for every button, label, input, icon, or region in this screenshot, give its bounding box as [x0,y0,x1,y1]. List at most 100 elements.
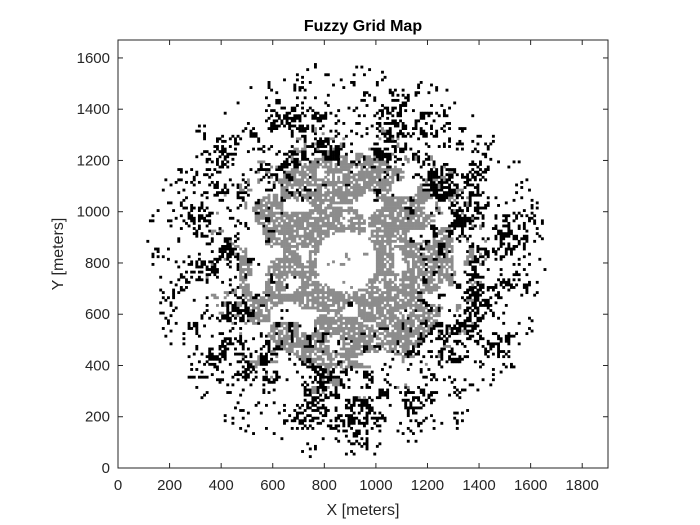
occupied-cell [430,224,433,228]
uncertain-cell [257,170,261,174]
uncertain-cell [422,260,426,264]
uncertain-cell [314,196,317,200]
occupied-cell [332,157,335,161]
uncertain-cell [375,298,379,302]
occupied-cell [151,255,155,259]
occupied-cell [252,365,255,369]
occupied-cell [347,378,351,382]
uncertain-cell [301,291,304,295]
occupied-cell [352,396,356,400]
uncertain-cell [342,198,346,202]
uncertain-cell [352,296,356,300]
occupied-cell [236,101,240,105]
occupied-cell [347,421,351,425]
uncertain-cell [383,209,387,213]
uncertain-cell [352,293,356,297]
uncertain-cell [267,196,271,200]
uncertain-cell [288,250,292,254]
uncertain-cell [259,314,263,318]
uncertain-cell [393,314,397,318]
uncertain-cell [404,221,408,225]
uncertain-cell [399,303,402,307]
uncertain-cell [383,229,387,233]
occupied-cell [308,160,312,164]
occupied-cell [306,406,310,410]
uncertain-cell [393,275,397,279]
occupied-cell [265,403,268,407]
occupied-cell [218,357,222,361]
uncertain-cell [381,309,384,312]
uncertain-cell [414,198,418,202]
occupied-cell [412,344,415,348]
occupied-cell [386,396,390,400]
occupied-cell [334,155,338,159]
uncertain-cell [365,319,369,323]
uncertain-cell [326,180,330,184]
uncertain-cell [409,291,413,295]
occupied-cell [210,347,214,351]
occupied-cell [187,211,191,215]
occupied-cell [277,165,281,169]
occupied-cell [329,378,333,382]
uncertain-cell [383,183,387,187]
occupied-cell [231,163,235,166]
uncertain-cell [265,273,268,277]
uncertain-cell [285,334,289,338]
uncertain-cell [381,183,384,187]
occupied-cell [205,273,209,277]
occupied-cell [417,291,421,295]
occupied-cell [303,88,307,92]
uncertain-cell [368,147,372,151]
occupied-cell [295,403,299,407]
uncertain-cell [386,198,390,202]
occupied-cell [226,319,230,323]
occupied-cell [275,344,279,348]
uncertain-cell [347,347,351,351]
uncertain-cell [422,201,426,205]
uncertain-cell [419,191,423,195]
uncertain-cell [295,257,299,261]
uncertain-cell [337,168,341,171]
occupied-cell [244,127,248,130]
occupied-cell [241,375,245,379]
occupied-cell [205,268,209,271]
uncertain-cell [378,180,382,184]
uncertain-cell [417,324,421,328]
occupied-cell [244,301,248,305]
uncertain-cell [339,352,343,356]
occupied-cell [283,124,286,128]
uncertain-cell [306,291,310,295]
uncertain-cell [265,224,268,228]
uncertain-cell [412,273,415,277]
uncertain-cell [368,306,372,310]
uncertain-cell [288,252,292,256]
uncertain-cell [370,160,374,164]
uncertain-cell [288,270,292,274]
occupied-cell [368,409,372,412]
occupied-cell [200,278,204,282]
occupied-cell [298,119,302,123]
uncertain-cell [388,196,392,200]
uncertain-cell [386,252,390,256]
uncertain-cell [295,350,299,353]
uncertain-cell [373,214,377,218]
uncertain-cell [257,221,261,225]
uncertain-cell [357,173,361,177]
occupied-cell [205,375,209,379]
uncertain-cell [288,262,292,266]
occupied-cell [234,239,237,243]
uncertain-cell [257,180,261,184]
uncertain-cell [314,209,317,213]
uncertain-cell [326,165,330,169]
uncertain-cell [401,198,405,202]
uncertain-cell [342,339,346,343]
occupied-cell [324,385,328,389]
uncertain-cell [314,165,317,169]
uncertain-cell [295,296,299,300]
occupied-cell [169,280,173,284]
uncertain-cell [290,245,294,248]
occupied-cell [319,380,323,384]
uncertain-cell [306,180,310,184]
uncertain-cell [339,321,343,325]
uncertain-cell [417,265,421,269]
